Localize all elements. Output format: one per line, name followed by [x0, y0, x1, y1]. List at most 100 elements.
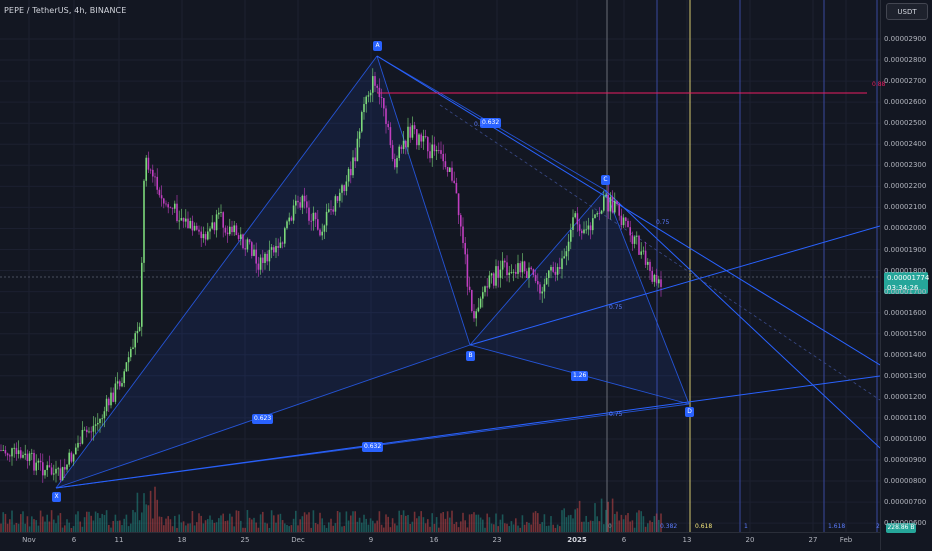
volume-bar [72, 526, 75, 532]
candle-body [460, 215, 462, 227]
volume-bar [453, 524, 455, 532]
volume-bar [466, 527, 469, 532]
volume-bar [46, 514, 48, 532]
volume-bar [77, 511, 79, 532]
price-chart[interactable] [0, 0, 880, 532]
volume-bar [182, 521, 185, 532]
candle-body [50, 467, 53, 475]
time-fib-2: 2 [876, 523, 880, 530]
pattern-point-d: D [685, 407, 694, 417]
candle-body [596, 213, 598, 215]
volume-bar [149, 490, 152, 532]
candle-body [356, 138, 359, 162]
volume-bar [292, 518, 295, 532]
candle-body [127, 357, 130, 363]
volume-bar [451, 510, 453, 532]
candle-body [603, 196, 605, 211]
candle-body [64, 467, 66, 470]
candle-body [35, 462, 37, 471]
candle-body [532, 269, 535, 276]
volume-bar [31, 516, 33, 532]
candle-body [308, 207, 310, 221]
candle-body [248, 239, 251, 243]
candle-body [647, 261, 649, 265]
volume-bar [130, 523, 132, 532]
time-fib-0618: 0.618 [695, 523, 713, 530]
candle-body [55, 468, 57, 474]
volume-bar [255, 522, 257, 532]
volume-bar [620, 514, 623, 532]
volume-bar [532, 512, 535, 532]
volume-bar [86, 511, 88, 532]
candle-body [121, 383, 123, 387]
volume-bar [270, 510, 273, 532]
candle-body [374, 76, 376, 86]
volume-bar [306, 514, 308, 532]
candle-body [116, 381, 119, 384]
fib-extension-dashed [439, 104, 880, 401]
chart-pane[interactable]: PEPE / TetherUS, 4h, BINANCE X A B C D 0… [0, 0, 880, 532]
volume-bar [418, 516, 420, 532]
volume-bar [55, 523, 57, 532]
candle-body [15, 447, 18, 455]
volume-bar [297, 525, 299, 532]
volume-bar [290, 525, 293, 532]
candle-body [631, 235, 634, 244]
volume-bar [572, 518, 574, 532]
candle-body [110, 392, 112, 406]
candle-body [512, 271, 515, 273]
volume-bar [578, 500, 581, 532]
candle-body [449, 167, 451, 172]
time-tick-label: 9 [368, 536, 374, 544]
volume-bar [521, 515, 524, 532]
candle-body [229, 226, 231, 235]
candle-body [204, 234, 207, 240]
volume-bar [611, 498, 614, 532]
candle-body [530, 267, 532, 270]
candle-body [163, 198, 165, 204]
candle-body [508, 272, 510, 276]
candle-body [198, 229, 200, 232]
price-tick-label: 0.00002700 [884, 77, 927, 86]
volume-bar [574, 509, 576, 532]
time-fib-1618: 1.618 [828, 523, 846, 530]
volume-bar [519, 527, 521, 532]
candle-body [501, 260, 504, 270]
time-scale[interactable] [0, 532, 880, 551]
volume-bar [134, 512, 136, 532]
volume-bar [6, 523, 9, 532]
volume-bar [220, 515, 222, 532]
last-price-value: 0.00001774 [887, 274, 930, 282]
volume-bar [614, 514, 616, 532]
volume-bar [655, 513, 658, 532]
volume-bar [372, 520, 374, 532]
candle-body [301, 195, 304, 208]
volume-bar [154, 486, 156, 532]
candle-body [543, 284, 546, 292]
candle-body [180, 218, 183, 221]
candle-body [182, 218, 185, 222]
volume-bar [160, 516, 163, 532]
volume-bar [317, 524, 319, 532]
candle-body [147, 157, 150, 170]
currency-selector[interactable]: USDT [886, 3, 928, 20]
volume-bar [396, 525, 398, 532]
volume-bar [310, 527, 312, 532]
volume-bar [328, 522, 330, 532]
candle-body [435, 150, 438, 152]
candle-body [273, 247, 275, 253]
volume-bar [464, 520, 466, 532]
volume-bar [649, 520, 651, 532]
volume-bar [138, 520, 141, 532]
candle-body [218, 212, 220, 215]
candle-body [319, 229, 321, 236]
volume-bar [156, 499, 158, 532]
volume-bar [94, 511, 97, 532]
candle-body [427, 137, 429, 152]
volume-bar [640, 511, 642, 532]
volume-bar [81, 526, 84, 532]
candle-body [627, 220, 629, 228]
volume-bar [127, 526, 130, 532]
volume-bar [50, 510, 53, 532]
candle-body [92, 425, 95, 432]
